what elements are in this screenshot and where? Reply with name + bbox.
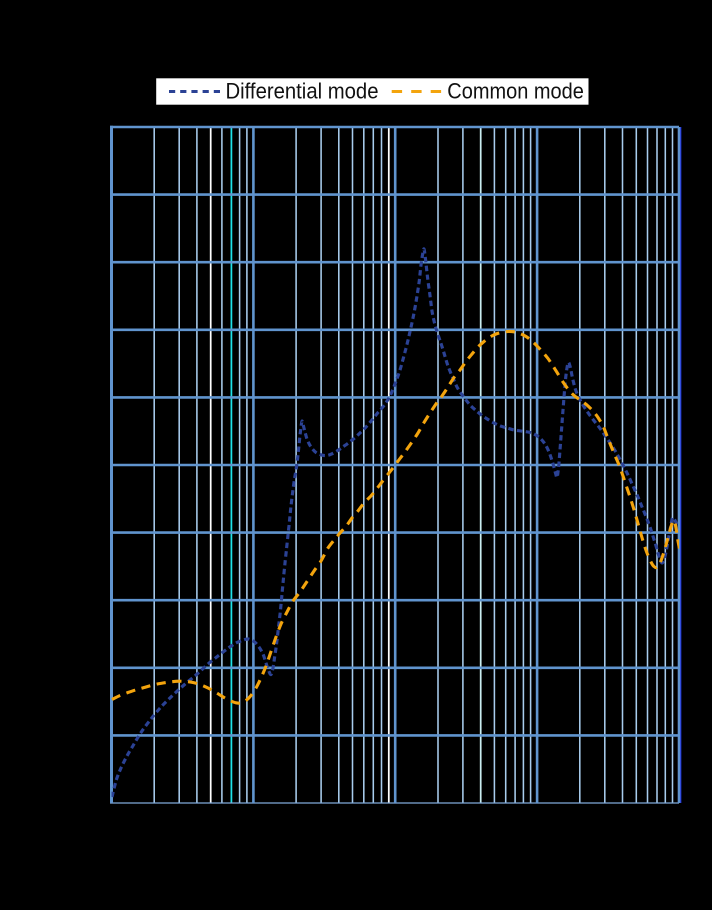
svg-text:Differential mode: Differential mode [226, 79, 379, 104]
svg-text:Common mode: Common mode [447, 79, 584, 104]
